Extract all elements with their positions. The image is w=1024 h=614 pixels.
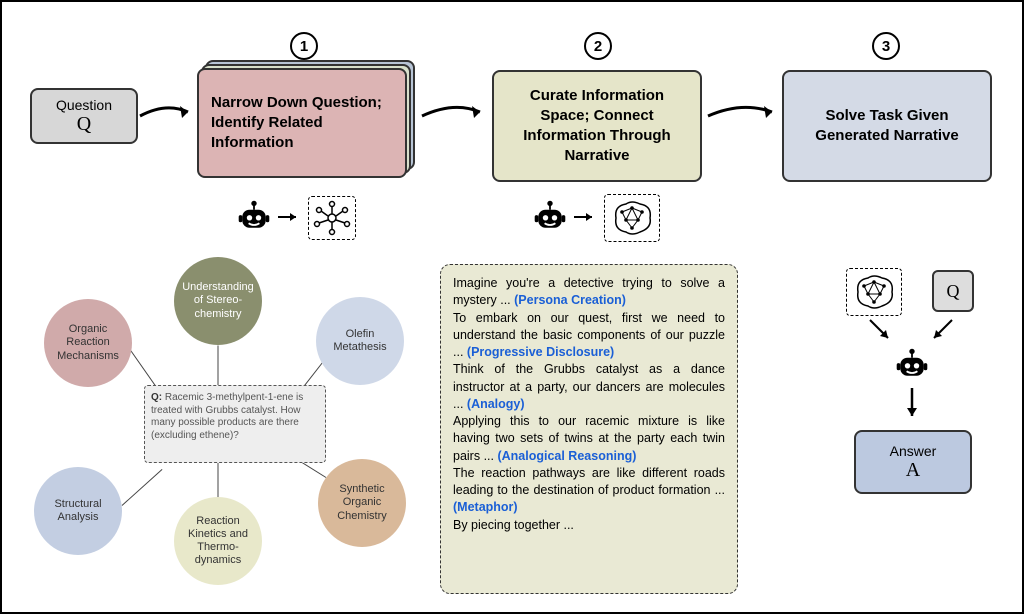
concept-line — [122, 469, 163, 506]
step1-title: Narrow Down Question; Identify Related I… — [199, 70, 405, 176]
narrative-line: Think of the Grubbs catalyst as a dance … — [453, 361, 725, 413]
answer-label: Answer — [890, 443, 937, 459]
concept-line — [218, 462, 219, 498]
step-num-2: 2 — [584, 32, 612, 60]
step2-box: Curate Information Space; Connect Inform… — [492, 70, 702, 182]
question-box: Question Q — [30, 88, 138, 144]
narrative-line: To embark on our quest, first we need to… — [453, 310, 725, 362]
question-symbol: Q — [77, 113, 91, 136]
robot-icon-3 — [894, 346, 930, 382]
concept-map: Q: Racemic 3-methylpent-1-ene is treated… — [26, 257, 426, 597]
concept-bubble: Olefin Metathesis — [316, 297, 404, 385]
step2-title: Curate Information Space; Connect Inform… — [504, 86, 690, 167]
concept-bubble: Structural Analysis — [34, 467, 122, 555]
robot1-arrow — [276, 210, 304, 224]
narrative-panel: Imagine you're a detective trying to sol… — [440, 264, 738, 594]
q-small-box: Q — [932, 270, 974, 312]
answer-symbol: A — [906, 459, 920, 482]
narrative-line: Applying this to our racemic mixture is … — [453, 413, 725, 465]
narrative-line: By piecing together ... — [453, 517, 725, 534]
concept-bubble: Organic Reaction Mechanisms — [44, 299, 132, 387]
stack-card-front: Narrow Down Question; Identify Related I… — [197, 68, 407, 178]
brain-graph-icon-2 — [846, 268, 902, 316]
arrow-brain-robot — [864, 316, 904, 346]
concept-bubble: Synthetic Organic Chemistry — [318, 459, 406, 547]
concept-bubble: Reaction Kinetics and Thermo-dynamics — [174, 497, 262, 585]
step1-stack: Narrow Down Question; Identify Related I… — [197, 64, 415, 182]
step3-box: Solve Task Given Generated Narrative — [782, 70, 992, 182]
robot-icon-1 — [236, 198, 272, 234]
concept-question: Q: Racemic 3-methylpent-1-ene is treated… — [144, 385, 326, 463]
answer-box: Answer A — [854, 430, 972, 494]
arrow-1-2 — [420, 98, 490, 128]
arrow-robot-answer — [905, 386, 919, 426]
radial-graph-icon — [308, 196, 356, 240]
robot2-arrow — [572, 210, 600, 224]
arrow-2-3 — [706, 98, 782, 128]
step3-title: Solve Task Given Generated Narrative — [794, 106, 980, 147]
step-num-3: 3 — [872, 32, 900, 60]
concept-bubble: Understanding of Stereo-chemistry — [174, 257, 262, 345]
arrow-q-1 — [138, 98, 198, 128]
brain-graph-icon — [604, 194, 660, 242]
step-num-1: 1 — [290, 32, 318, 60]
robot-icon-2 — [532, 198, 568, 234]
arrow-q-robot — [922, 316, 962, 346]
narrative-line: The reaction pathways are like different… — [453, 465, 725, 517]
narrative-line: Imagine you're a detective trying to sol… — [453, 275, 725, 310]
question-label: Question — [56, 97, 112, 113]
